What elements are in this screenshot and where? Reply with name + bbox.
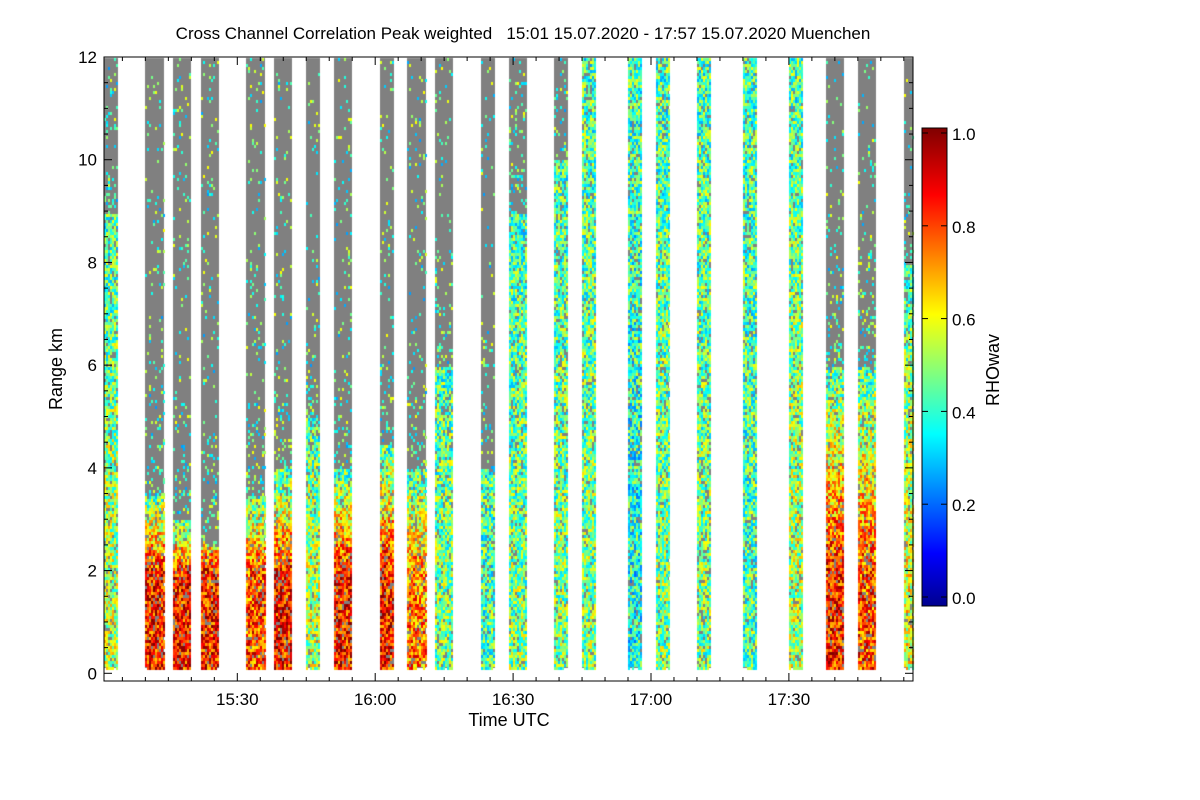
colorbar-tick-label: 0.8 [952,218,976,237]
data-strips [104,58,913,671]
data-strip [858,58,876,671]
data-strip [789,58,803,671]
colorbar [921,127,948,607]
data-strip [826,58,844,671]
plot-frame [103,56,914,682]
data-strip [104,58,118,671]
data-strip [306,58,320,671]
data-strip [743,58,757,671]
y-tick-label: 4 [88,459,97,478]
y-axis: 0 2 4 6 8 10 12 [78,48,913,683]
colorbar-tick-label: 0.2 [952,496,976,515]
data-strip [274,58,292,671]
colorbar-label: RHOwav [983,334,1003,406]
data-strip [628,58,642,671]
y-axis-label: Range km [46,328,66,410]
x-axis-label: Time UTC [468,710,549,730]
colorbar-tick-label: 0.0 [952,589,976,608]
x-tick-label: 17:00 [630,690,673,709]
x-tick-label: 15:30 [216,690,259,709]
data-strip [656,58,670,671]
x-tick-label: 16:00 [354,690,397,709]
colorbar-tick-label: 1.0 [952,125,976,144]
data-strip [145,58,163,671]
x-tick-label: 17:30 [768,690,811,709]
y-tick-label: 6 [88,356,97,375]
data-strip [481,58,495,671]
colorbar-tick-label: 0.4 [952,403,976,422]
y-tick-label: 10 [78,151,97,170]
data-strip [697,58,711,671]
data-strip [554,58,568,671]
data-strip [201,58,219,671]
colorbar-tick-label: 0.6 [952,311,976,330]
data-strip [380,58,394,671]
data-strip [246,58,264,671]
y-tick-label: 8 [88,253,97,272]
data-strip [509,58,527,671]
x-axis: 15:30 16:00 16:30 17:00 17:30 [121,57,905,709]
data-strip [334,58,352,671]
data-strip [407,58,425,671]
data-strip [582,58,596,671]
chart-title: Cross Channel Correlation Peak weighted … [176,24,871,43]
y-tick-label: 2 [88,562,97,581]
x-tick-label: 16:30 [492,690,535,709]
colorbar-ticks: 0.0 0.2 0.4 0.6 0.8 1.0 [922,125,976,608]
data-strip [435,58,453,671]
data-strip [904,58,913,671]
data-strip [173,58,191,671]
y-tick-label: 0 [88,664,97,683]
y-tick-label: 12 [78,48,97,67]
